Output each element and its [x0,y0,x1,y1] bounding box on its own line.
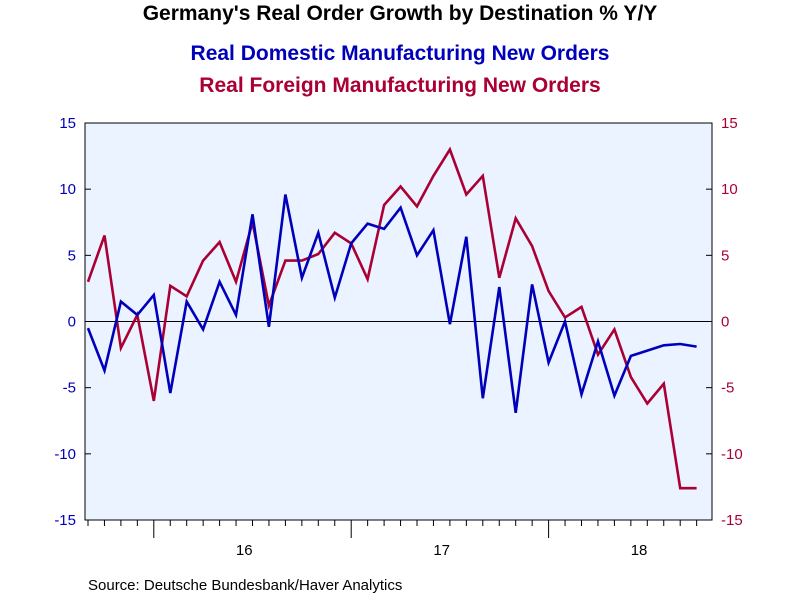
y-tick-label-right: 15 [721,115,738,132]
chart-title: Germany's Real Order Growth by Destinati… [142,2,658,25]
y-tick-label-left: 15 [59,115,76,132]
y-tick-label-left: -15 [54,512,76,529]
source-note: Source: Deutsche Bundesbank/Haver Analyt… [88,577,403,594]
y-tick-label-right: 5 [721,247,729,264]
y-tick-label-left: -10 [54,446,76,463]
x-tick-label: 16 [236,542,253,559]
y-tick-label-left: -5 [63,380,76,397]
y-tick-label-left: 0 [68,314,76,331]
y-tick-label-right: -10 [721,446,743,463]
y-tick-label-right: -15 [721,512,743,529]
y-tick-label-right: 10 [721,181,738,198]
x-tick-label: 18 [631,542,648,559]
x-tick-label: 17 [433,542,450,559]
series-line-domestic [86,194,697,413]
y-tick-label-left: 10 [59,181,76,198]
y-tick-label-right: -5 [721,380,734,397]
y-tick-label-left: 5 [68,247,76,264]
y-tick-label-right: 0 [721,314,729,331]
legend-foreign: Real Foreign Manufacturing New Orders [199,74,601,97]
legend-domestic: Real Domestic Manufacturing New Orders [190,42,610,65]
